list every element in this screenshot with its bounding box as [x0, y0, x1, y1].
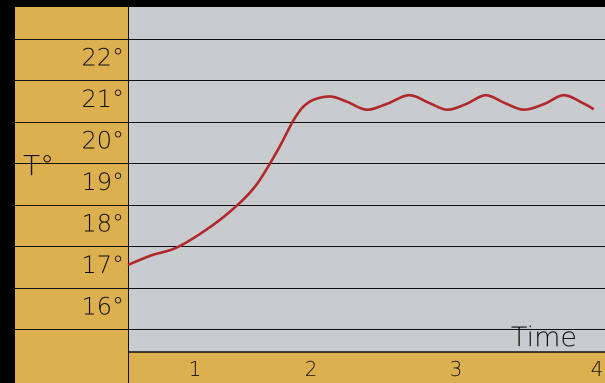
x-tick-label: 3 [450, 357, 463, 381]
y-tick-labels: 16° 17° 18° 19° 20° 21° 22° [81, 44, 124, 321]
y-axis-label: T° [23, 149, 54, 182]
y-axis-panel [15, 7, 128, 383]
y-tick-label: 19° [81, 168, 124, 196]
y-tick-label: 18° [81, 210, 124, 238]
y-tick-label: 17° [81, 251, 124, 279]
x-tick-label: 4 [591, 357, 604, 381]
temperature-line [127, 93, 595, 267]
x-axis-panel [128, 352, 605, 383]
x-tick-labels: 1 2 3 4 [189, 357, 604, 381]
y-tick-label: 22° [81, 44, 124, 72]
series-group [127, 93, 595, 267]
x-tick-label: 2 [305, 357, 318, 381]
y-tick-label: 16° [81, 293, 124, 321]
x-tick-label: 1 [189, 357, 202, 381]
y-tick-label: 21° [81, 85, 124, 113]
plot-area [128, 7, 605, 352]
x-axis-label: Time [511, 322, 577, 353]
y-tick-label: 20° [81, 127, 124, 155]
grid-lines [15, 39, 605, 330]
